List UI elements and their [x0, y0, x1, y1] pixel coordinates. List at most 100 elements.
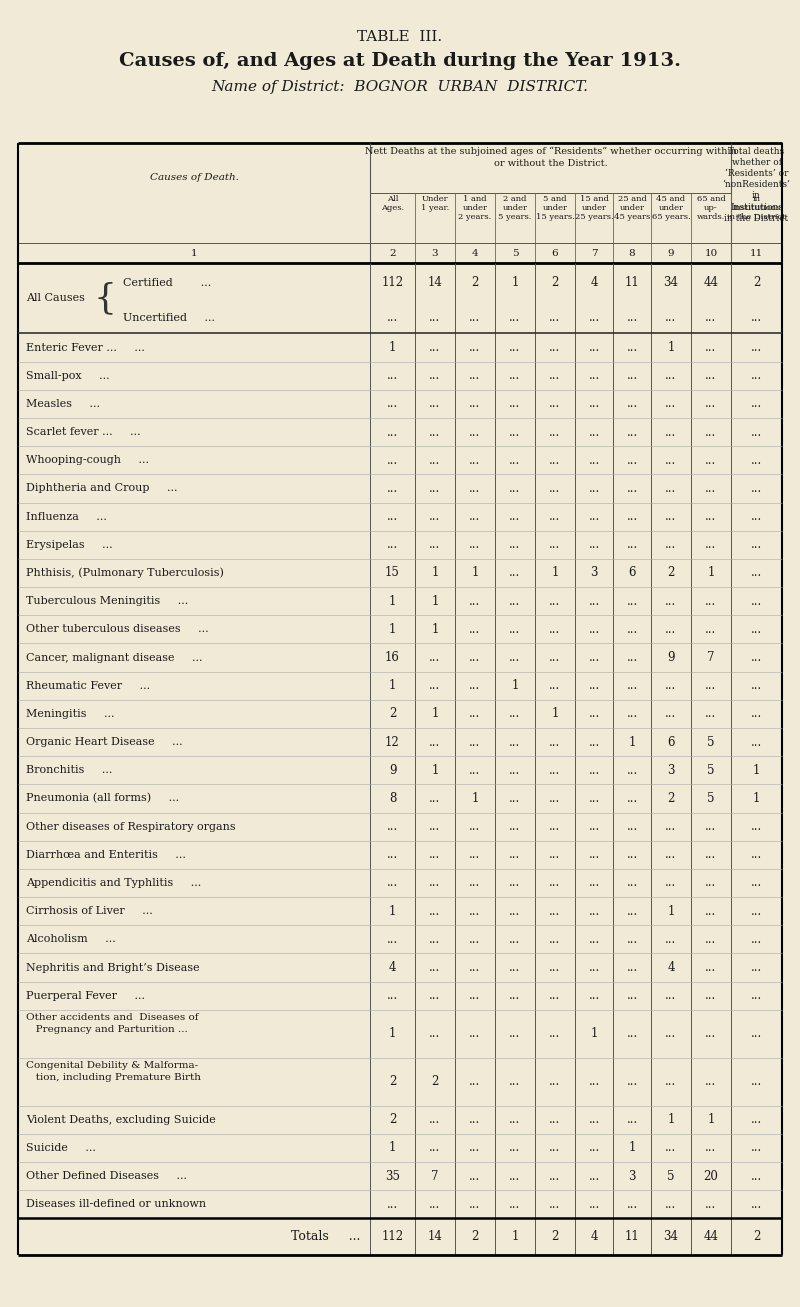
Text: 2: 2 [471, 276, 478, 289]
Text: ...: ... [626, 763, 638, 776]
Text: ...: ... [751, 341, 762, 354]
Text: ...: ... [666, 933, 677, 946]
Text: 1: 1 [389, 680, 396, 693]
Text: 1: 1 [707, 1114, 714, 1127]
Text: ...: ... [706, 961, 717, 974]
Text: ...: ... [666, 1141, 677, 1154]
Text: ...: ... [626, 819, 638, 833]
Text: Small-pox     ...: Small-pox ... [26, 371, 110, 380]
Text: ...: ... [666, 482, 677, 495]
Text: ...: ... [751, 454, 762, 467]
Text: 1: 1 [628, 736, 636, 749]
Text: ...: ... [510, 707, 521, 720]
Text: ...: ... [706, 848, 717, 861]
Text: 4: 4 [389, 961, 396, 974]
Text: ...: ... [751, 961, 762, 974]
Text: ...: ... [588, 595, 600, 608]
Text: Causes of Death.: Causes of Death. [150, 174, 238, 183]
Text: ...: ... [550, 819, 561, 833]
Text: 1: 1 [431, 566, 438, 579]
Text: ...: ... [706, 904, 717, 918]
Text: ...: ... [626, 680, 638, 693]
Text: ...: ... [751, 311, 762, 324]
Text: ...: ... [550, 904, 561, 918]
Text: Alcoholism     ...: Alcoholism ... [26, 935, 116, 945]
Text: ...: ... [510, 482, 521, 495]
Text: 2: 2 [471, 1230, 478, 1243]
Text: ...: ... [706, 397, 717, 410]
Text: ...: ... [550, 482, 561, 495]
Text: ...: ... [706, 538, 717, 552]
Text: ...: ... [751, 707, 762, 720]
Text: 1: 1 [511, 1230, 518, 1243]
Text: 14: 14 [427, 276, 442, 289]
Text: ...: ... [550, 848, 561, 861]
Text: 3: 3 [432, 248, 438, 257]
Text: ...: ... [510, 848, 521, 861]
Text: ...: ... [387, 933, 398, 946]
Text: ...: ... [666, 595, 677, 608]
Text: ...: ... [510, 397, 521, 410]
Text: ...: ... [470, 989, 481, 1002]
Text: 5 and
under
15 years.: 5 and under 15 years. [536, 195, 574, 221]
Text: ...: ... [430, 736, 441, 749]
Text: 44: 44 [703, 1230, 718, 1243]
Text: ...: ... [430, 369, 441, 382]
Text: ...: ... [550, 877, 561, 890]
Text: ...: ... [470, 595, 481, 608]
Text: ...: ... [470, 311, 481, 324]
Text: ...: ... [666, 877, 677, 890]
Text: Other Defined Diseases     ...: Other Defined Diseases ... [26, 1171, 187, 1182]
Text: ...: ... [751, 482, 762, 495]
Text: ...: ... [588, 482, 600, 495]
Text: 4: 4 [472, 248, 478, 257]
Text: ...: ... [430, 680, 441, 693]
Text: ...: ... [550, 1197, 561, 1210]
Text: ...: ... [626, 426, 638, 439]
Text: 5: 5 [707, 763, 714, 776]
Text: ...: ... [626, 904, 638, 918]
Text: ...: ... [666, 819, 677, 833]
Text: 2: 2 [551, 276, 558, 289]
Text: ...: ... [470, 482, 481, 495]
Text: Organic Heart Disease     ...: Organic Heart Disease ... [26, 737, 182, 748]
Text: Other tuberculous diseases     ...: Other tuberculous diseases ... [26, 625, 209, 634]
Text: ...: ... [470, 904, 481, 918]
Text: ...: ... [588, 311, 600, 324]
Text: ...: ... [588, 1170, 600, 1183]
Text: ...: ... [430, 426, 441, 439]
Text: ...: ... [430, 1114, 441, 1127]
Text: ...: ... [626, 1027, 638, 1040]
Text: ...: ... [751, 848, 762, 861]
Text: 1: 1 [753, 792, 760, 805]
Text: ...: ... [550, 538, 561, 552]
Text: ...: ... [626, 311, 638, 324]
Text: ...: ... [588, 538, 600, 552]
Text: ...: ... [588, 877, 600, 890]
Text: 9: 9 [389, 763, 396, 776]
Text: ...: ... [588, 1114, 600, 1127]
Text: ...: ... [751, 1197, 762, 1210]
Text: ...: ... [470, 538, 481, 552]
Text: ...: ... [626, 651, 638, 664]
Text: 1: 1 [389, 1141, 396, 1154]
Text: 7: 7 [431, 1170, 438, 1183]
Text: Suicide     ...: Suicide ... [26, 1142, 96, 1153]
Text: ...: ... [626, 961, 638, 974]
Text: ...: ... [751, 989, 762, 1002]
Text: ...: ... [430, 819, 441, 833]
Text: ...: ... [470, 454, 481, 467]
Text: ...: ... [626, 369, 638, 382]
Text: ...: ... [470, 848, 481, 861]
Text: 1: 1 [389, 1027, 396, 1040]
Text: ...: ... [588, 792, 600, 805]
Text: ...: ... [588, 819, 600, 833]
Text: ...: ... [470, 707, 481, 720]
Text: 20: 20 [703, 1170, 718, 1183]
Text: ...: ... [751, 680, 762, 693]
Text: ...: ... [430, 482, 441, 495]
Text: ...: ... [550, 1027, 561, 1040]
Text: ...: ... [430, 1141, 441, 1154]
Text: Pneumonia (all forms)     ...: Pneumonia (all forms) ... [26, 793, 179, 804]
Text: 1: 1 [431, 763, 438, 776]
